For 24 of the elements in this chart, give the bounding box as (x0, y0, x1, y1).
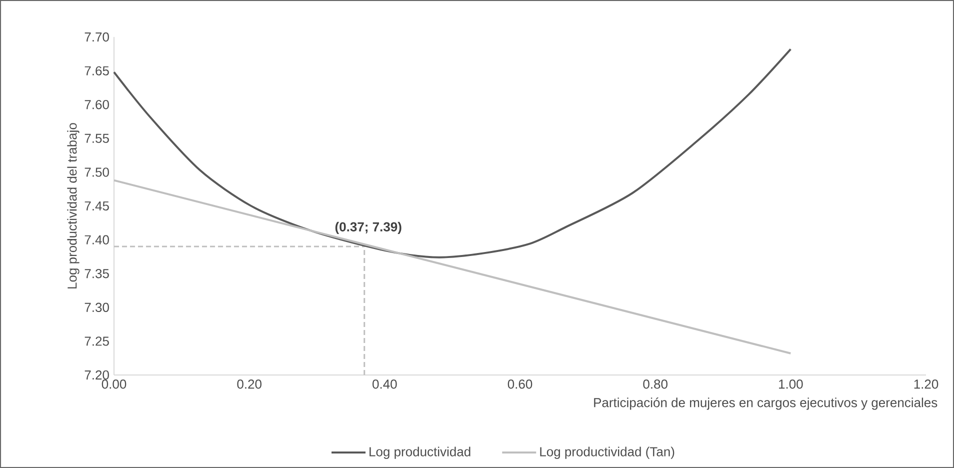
y-tick-label: 7.45 (84, 201, 109, 211)
y-tick-label: 7.50 (84, 168, 109, 177)
y-tick-label: 7.20 (84, 370, 109, 380)
x-tick-label: 1.00 (779, 380, 803, 389)
annotation: (0.37; 7.39) (335, 222, 402, 234)
y-tick-label: 7.40 (84, 235, 109, 244)
x-tick-label: 0.40 (372, 380, 397, 389)
x-tick-label: 1.20 (914, 380, 938, 389)
legend-label: Log productividad (Tan) (540, 446, 674, 459)
x-tick-label: 0.20 (237, 380, 262, 389)
y-tick-label: 7.65 (84, 66, 109, 76)
legend-label: Log productividad (370, 446, 470, 459)
line-series (113, 48, 792, 258)
y-axis-title: Log productividad del trabajo (67, 123, 80, 288)
y-tick-label: 7.60 (84, 100, 109, 110)
y-tick-label: 7.30 (84, 302, 109, 312)
y-tick-label: 7.35 (84, 268, 109, 278)
y-tick-label: 7.25 (84, 336, 109, 346)
x-axis-title: Participación de mujeres en cargos ejecutivos y gerenciales (594, 398, 938, 410)
x-tick-label: 0.80 (643, 380, 668, 389)
y-tick-label: 7.55 (84, 134, 109, 143)
x-tick-label: 0.00 (102, 380, 126, 389)
x-tick-label: 0.60 (508, 380, 532, 389)
y-tick-label: 7.70 (84, 32, 109, 42)
